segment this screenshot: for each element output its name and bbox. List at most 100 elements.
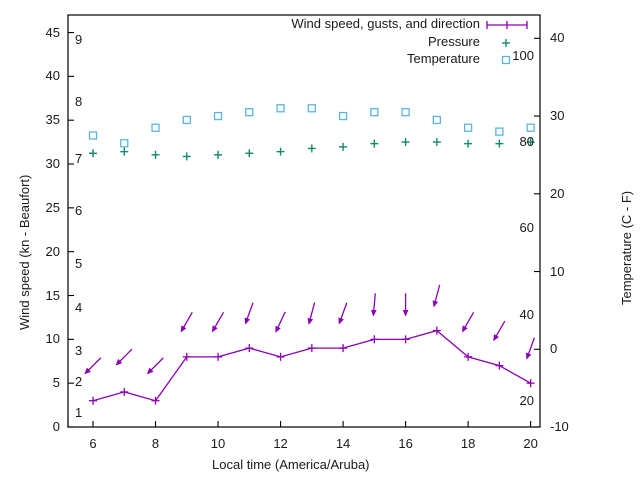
temperature-point-16 — [401, 108, 410, 117]
pressure-point-13 — [307, 144, 316, 153]
temperature-point-12 — [276, 104, 285, 113]
wind-direction-arrow-13 — [307, 302, 316, 325]
arrow-head — [115, 358, 123, 366]
wind-point-17 — [432, 326, 441, 335]
temperature-point-7 — [120, 139, 129, 148]
y2-tick-label-f-80: 80 — [519, 133, 534, 149]
temperature-point-19 — [495, 127, 504, 136]
pressure-point-12 — [276, 147, 285, 156]
y-tick-label-5: 5 — [52, 375, 60, 391]
arrow-head — [338, 317, 344, 325]
y2-tick-label-c-20: 20 — [550, 185, 565, 201]
temperature-point-10 — [213, 111, 223, 121]
pressure-point-19 — [495, 139, 504, 148]
wind-point-19 — [495, 361, 504, 370]
arrow-head — [211, 325, 218, 333]
wind-direction-arrow-18 — [461, 311, 475, 333]
x-axis-title: Local time (America/Aruba) — [212, 457, 370, 472]
wind-point-18 — [464, 352, 473, 361]
pressure-point-9 — [182, 152, 191, 161]
wind-direction-arrow-7 — [115, 348, 133, 366]
temperature-point-11 — [245, 108, 254, 117]
arrow-head — [180, 325, 187, 333]
y2-tick-label-c-10: 10 — [550, 263, 565, 279]
wind-point-10 — [214, 352, 223, 361]
series-layer — [84, 104, 535, 405]
arrow-head — [307, 317, 314, 325]
arrow-head — [244, 317, 251, 325]
beaufort-label-6: 6 — [75, 203, 83, 219]
y-tick-label-35: 35 — [45, 112, 60, 128]
pressure-point-17 — [432, 138, 441, 147]
wind-direction-arrow-17 — [432, 284, 441, 308]
y-tick-label-40: 40 — [45, 68, 60, 84]
x-tick-label-18: 18 — [460, 436, 476, 451]
legend-label-0: Wind speed, gusts, and direction — [291, 16, 480, 31]
wind-direction-arrow-16 — [402, 293, 409, 317]
beaufort-label-4: 4 — [75, 299, 83, 315]
beaufort-label-3: 3 — [75, 343, 83, 359]
arrow-head — [493, 334, 499, 342]
temperature-point-18 — [463, 123, 473, 132]
beaufort-label-7: 7 — [75, 150, 83, 166]
y2-tick-label-f-100: 100 — [512, 47, 534, 63]
wind-speed-line — [92, 329, 531, 402]
temperature-point-14 — [338, 111, 348, 121]
wind-direction-arrow-19 — [493, 320, 506, 342]
y2-tick-label-c--10: -10 — [550, 419, 569, 434]
y-tick-label-10: 10 — [45, 331, 60, 347]
y2-tick-label-c-30: 30 — [550, 108, 565, 124]
temperature-point-13 — [307, 104, 316, 113]
temperature-point-20 — [526, 123, 535, 132]
pressure-point-8 — [151, 150, 160, 159]
arrow-head — [402, 310, 409, 317]
temperature-point-15 — [370, 108, 379, 117]
y-tick-label-25: 25 — [45, 199, 60, 215]
pressure-point-6 — [89, 149, 98, 158]
wind-point-7 — [120, 387, 129, 396]
beaufort-label-5: 5 — [75, 255, 83, 271]
pressure-point-10 — [214, 150, 223, 159]
legend-label-1: Pressure — [427, 34, 480, 49]
x-tick-label-12: 12 — [273, 436, 288, 451]
y2-tick-label-f-60: 60 — [519, 220, 534, 236]
wind-direction-arrow-6 — [84, 357, 102, 375]
x-tick-label-16: 16 — [398, 436, 413, 451]
wind-direction-arrow-8 — [146, 357, 164, 375]
y-tick-label-20: 20 — [45, 243, 60, 259]
x-tick-label-10: 10 — [210, 436, 226, 451]
arrow-head — [432, 300, 439, 308]
wind-direction-arrow-10 — [211, 311, 225, 333]
wind-point-11 — [245, 344, 254, 353]
wind-direction-arrow-12 — [275, 311, 286, 333]
y-axis-title: Wind speed (kn - Beaufort) — [17, 174, 32, 330]
wind-point-14 — [339, 344, 348, 353]
arrow-head — [84, 367, 91, 375]
wind-point-8 — [151, 396, 160, 405]
wind-direction-arrow-11 — [244, 302, 254, 325]
wind-direction-arrow-20 — [525, 337, 535, 360]
pressure-point-16 — [401, 138, 410, 147]
beaufort-label-9: 9 — [75, 32, 83, 48]
wind-direction-arrow-9 — [180, 311, 193, 333]
temperature-point-6 — [88, 131, 98, 140]
arrow-head — [275, 325, 281, 333]
temperature-point-17 — [432, 115, 441, 125]
y-tick-label-45: 45 — [45, 24, 60, 40]
axes-layer — [67, 14, 541, 428]
wind-point-13 — [307, 344, 316, 353]
wind-point-12 — [276, 352, 285, 361]
y2-axis-title: Temperature (C - F) — [619, 190, 634, 305]
y-tick-label-15: 15 — [45, 287, 60, 303]
legend-label-2: Temperature — [407, 51, 480, 66]
x-tick-label-20: 20 — [523, 436, 538, 451]
legend-layer — [486, 21, 528, 65]
temperature-point-9 — [182, 115, 191, 125]
pressure-point-14 — [339, 142, 348, 151]
y2-tick-label-c-0: 0 — [550, 341, 558, 357]
pressure-point-11 — [245, 149, 254, 158]
arrow-head — [525, 352, 532, 360]
y2-tick-label-f-20: 20 — [519, 393, 534, 409]
wind-point-15 — [370, 335, 379, 344]
